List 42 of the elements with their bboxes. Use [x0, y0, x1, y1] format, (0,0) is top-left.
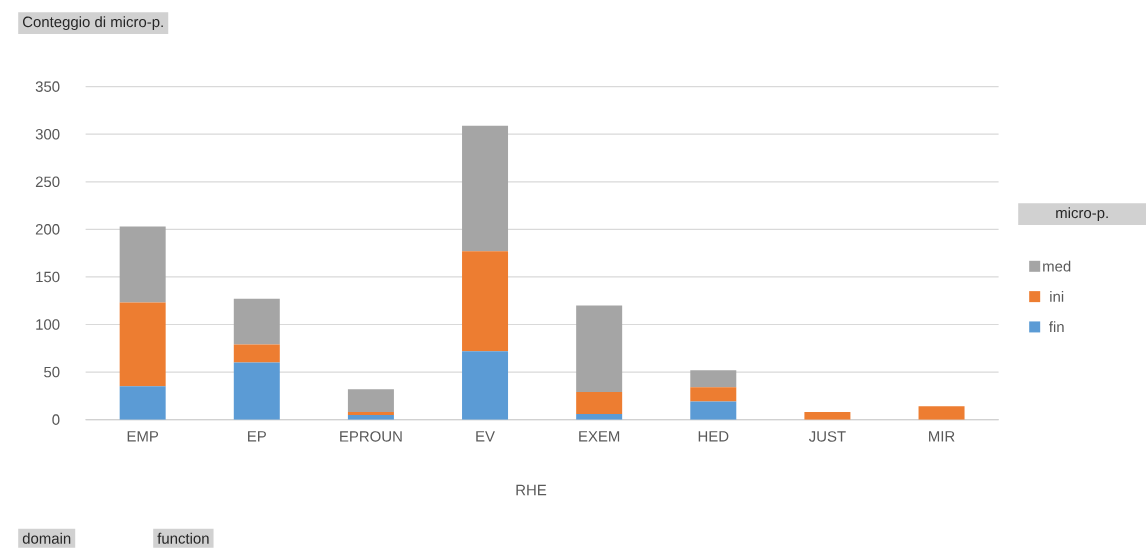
bar: [462, 125, 509, 252]
legend-label: med: [1043, 260, 1071, 272]
x-tick-label: EP: [248, 431, 266, 442]
bar: [804, 412, 851, 420]
y-tick-label: 200: [35, 224, 60, 235]
chart-title: Conteggio di micro-p.: [22, 16, 163, 31]
x-tick-label: JUST: [808, 431, 846, 442]
bar: [233, 298, 280, 345]
bar: [462, 351, 509, 420]
bar: [690, 401, 737, 420]
text: function: [157, 532, 209, 544]
x-tick-label: EXEM: [579, 431, 620, 442]
y-tick-label: 350: [35, 81, 60, 92]
bar: [119, 386, 166, 420]
bar: [119, 226, 166, 303]
bar: [462, 251, 509, 352]
bar: [690, 370, 737, 388]
bar: [918, 406, 965, 420]
x-tick-label: EMP: [127, 431, 159, 442]
bar: [347, 389, 394, 413]
bar: [233, 362, 280, 420]
x-axis-title: RHE: [516, 484, 547, 496]
legend-label: fin: [1049, 321, 1064, 333]
y-tick-label: 50: [44, 366, 60, 378]
y-tick-label: 0: [52, 414, 60, 425]
x-tick-label: MIR: [929, 431, 955, 442]
bar: [690, 387, 737, 402]
x-tick-label: HED: [698, 431, 729, 442]
x-tick-label: EPROUN: [340, 431, 402, 442]
y-tick-label: 250: [35, 176, 60, 188]
text: domain: [22, 532, 71, 544]
bar: [576, 392, 623, 414]
y-tick-label: 150: [36, 271, 60, 283]
y-tick-label: 100: [36, 319, 60, 330]
x-tick-label: EV: [476, 431, 495, 442]
y-tick-label: 300: [35, 128, 60, 140]
bar: [119, 302, 166, 387]
bar: [576, 305, 623, 393]
bar: [233, 344, 280, 363]
legend-title: micro-p.: [1056, 207, 1108, 222]
legend-label: ini: [1050, 290, 1064, 302]
bar: [347, 412, 394, 415]
